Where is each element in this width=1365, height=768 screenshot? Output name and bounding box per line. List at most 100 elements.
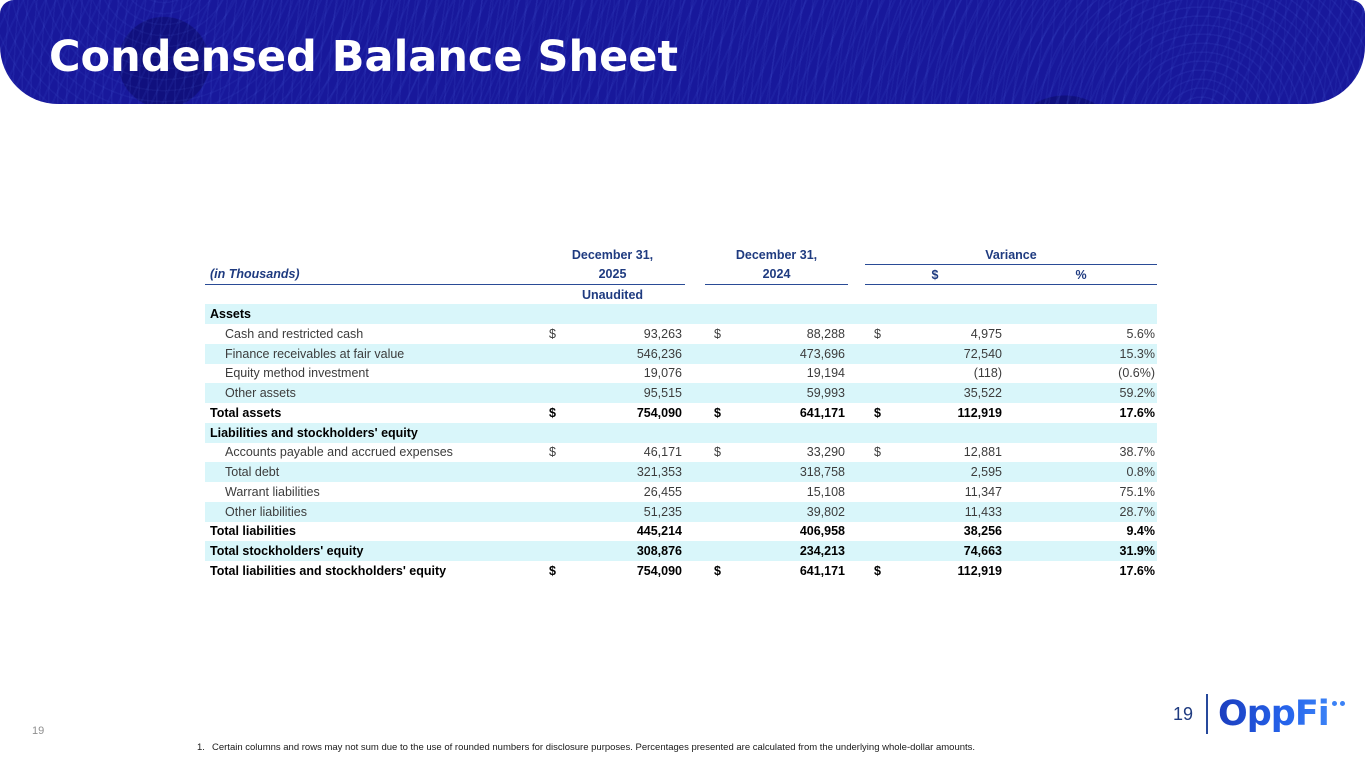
row-label: Assets xyxy=(205,304,540,324)
cell-dollar-variance xyxy=(865,304,895,324)
cell-value-2024: 19,194 xyxy=(806,366,845,381)
cell-value-2025: 445,214 xyxy=(636,524,682,539)
oppfi-logo-text: OppFi xyxy=(1218,694,1330,734)
cell-spacer xyxy=(1005,501,1015,522)
cell-value-variance-pct: 15.3% xyxy=(1015,343,1157,364)
row-label: Cash and restricted cash xyxy=(225,326,364,341)
cell-value-variance: (118) xyxy=(973,366,1002,381)
cell-dollar-2025 xyxy=(540,482,570,502)
row-label: Other assets xyxy=(205,383,540,403)
footnote-text: Certain columns and rows may not sum due… xyxy=(212,742,976,753)
cell-value-2025 xyxy=(570,422,685,443)
col-header-2025-year: 2025 xyxy=(540,264,685,285)
cell-spacer xyxy=(1005,403,1015,423)
cell-value-2024: 33,290 xyxy=(806,445,845,460)
cell-dollar-2024 xyxy=(705,422,735,443)
header-band xyxy=(0,0,1365,104)
cell-value-2025: 321,353 xyxy=(570,462,685,482)
row-label: Total debt xyxy=(205,462,540,482)
cell-dollar-2024 xyxy=(705,383,735,403)
table-row: Other liabilities 51,235 39,802 11,433 28.7% xyxy=(205,501,1157,522)
cell-spacer xyxy=(848,403,865,423)
cell-value-2025: 51,235 xyxy=(570,501,685,522)
cell-value-2024: 473,696 xyxy=(735,343,848,364)
cell-spacer xyxy=(1005,561,1015,581)
cell-spacer xyxy=(685,324,705,344)
cell-value-variance-pct: 17.6% xyxy=(1119,405,1155,420)
cell-dollar-variance: $ xyxy=(874,445,881,460)
cell-dollar-2025: $ xyxy=(549,445,556,460)
col-header-2024-year: 2024 xyxy=(705,264,848,285)
cell-dollar-2024: $ xyxy=(714,326,721,341)
cell-spacer xyxy=(685,364,705,384)
cell-spacer xyxy=(685,343,705,364)
cell-dollar-2025 xyxy=(540,343,570,364)
table-header-row-3: Unaudited xyxy=(205,285,1157,305)
cell-spacer xyxy=(848,482,865,502)
cell-value-2025: 546,236 xyxy=(570,343,685,364)
row-label: Warrant liabilities xyxy=(225,484,320,499)
cell-dollar-variance xyxy=(865,343,895,364)
cell-value-2025: 308,876 xyxy=(570,541,685,561)
cell-spacer xyxy=(1005,304,1015,324)
table-row: Total assets $754,090 $641,171 $112,919 17.6… xyxy=(205,403,1157,423)
cell-value-2024: 39,802 xyxy=(735,501,848,522)
cell-dollar-2024 xyxy=(705,304,735,324)
oppfi-logo: OppFi xyxy=(1218,695,1345,733)
table-row: Total liabilities 445,214 406,958 38,256 9.4… xyxy=(205,522,1157,542)
table-row: Total liabilities and stockholders' equi… xyxy=(205,561,1157,581)
oppfi-logo-dots-icon xyxy=(1331,701,1345,706)
cell-spacer xyxy=(685,501,705,522)
balance-table-body: Assets Cash and restricted cash $93,263 $88… xyxy=(205,304,1157,581)
cell-spacer xyxy=(1005,324,1015,344)
cell-value-variance-pct: 75.1% xyxy=(1119,484,1155,499)
table-row: Cash and restricted cash $93,263 $88,288 $4… xyxy=(205,324,1157,344)
cell-spacer xyxy=(685,422,705,443)
cell-value-variance: 11,433 xyxy=(895,501,1005,522)
cell-spacer xyxy=(1005,522,1015,542)
balance-sheet-table: December 31, December 31, Variance (in T… xyxy=(205,245,1157,581)
cell-dollar-2025 xyxy=(540,422,570,443)
page-number-small: 19 xyxy=(32,725,45,737)
cell-value-variance: 72,540 xyxy=(895,343,1005,364)
unit-label: (in Thousands) xyxy=(205,264,540,285)
cell-value-2024: 406,958 xyxy=(799,524,845,539)
cell-dollar-2024: $ xyxy=(714,445,721,460)
cell-value-variance-pct: 17.6% xyxy=(1119,563,1155,578)
table-header-row-2: (in Thousands) 2025 2024 $ % xyxy=(205,264,1157,285)
cell-value-variance-pct: 31.9% xyxy=(1015,541,1157,561)
cell-value-2024: 15,108 xyxy=(806,484,845,499)
footer-right: 19 OppFi xyxy=(1166,694,1345,734)
cell-value-variance: 4,975 xyxy=(970,326,1002,341)
cell-spacer xyxy=(685,541,705,561)
row-label: Total assets xyxy=(210,405,282,420)
cell-spacer xyxy=(848,364,865,384)
cell-value-variance-pct: 5.6% xyxy=(1126,326,1156,341)
cell-spacer xyxy=(685,383,705,403)
cell-dollar-2025 xyxy=(540,541,570,561)
cell-spacer xyxy=(1005,383,1015,403)
cell-value-2024: 641,171 xyxy=(799,405,845,420)
cell-value-variance-pct: 59.2% xyxy=(1015,383,1157,403)
cell-spacer xyxy=(848,462,865,482)
cell-dollar-variance: $ xyxy=(874,405,881,420)
col-header-variance: Variance xyxy=(865,245,1157,266)
cell-spacer xyxy=(848,422,865,443)
cell-dollar-2024 xyxy=(705,522,735,542)
cell-value-2025: 93,263 xyxy=(643,326,682,341)
cell-dollar-2024: $ xyxy=(714,405,721,420)
row-label: Total liabilities xyxy=(210,524,296,539)
cell-value-variance: 74,663 xyxy=(895,541,1005,561)
cell-value-2025: 754,090 xyxy=(636,563,682,578)
cell-dollar-variance xyxy=(865,364,895,384)
footer-divider xyxy=(1206,694,1208,734)
row-label: Liabilities and stockholders' equity xyxy=(205,422,540,443)
cell-value-variance xyxy=(895,304,1005,324)
cell-value-variance-pct: 28.7% xyxy=(1015,501,1157,522)
cell-value-2024: 318,758 xyxy=(735,462,848,482)
row-label: Other liabilities xyxy=(205,501,540,522)
cell-value-variance-pct: 9.4% xyxy=(1126,524,1156,539)
table-row: Finance receivables at fair value 546,236… xyxy=(205,343,1157,364)
cell-spacer xyxy=(1005,422,1015,443)
